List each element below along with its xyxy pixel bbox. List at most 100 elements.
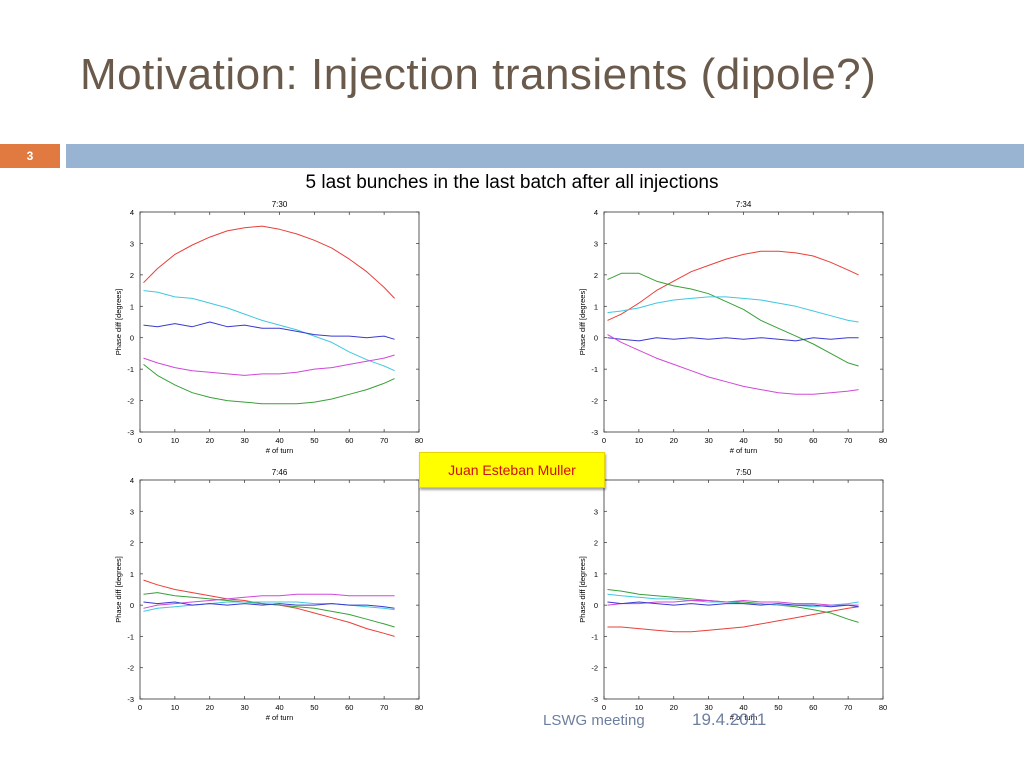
y-tick-label: 4 [130,476,134,485]
y-tick-label: 3 [594,239,598,248]
x-tick-label: 0 [138,703,142,712]
slide-subtitle: 5 last bunches in the last batch after a… [305,172,719,193]
y-tick-label: -1 [591,365,598,374]
x-tick-label: 10 [171,436,179,445]
x-tick-label: 50 [310,703,318,712]
x-axis-label: # of turn [266,713,294,722]
x-tick-label: 0 [138,436,142,445]
y-tick-label: 2 [594,271,598,280]
y-axis-label: Phase diff [degrees] [114,289,123,356]
y-tick-label: -2 [127,664,134,673]
x-tick-label: 60 [809,436,817,445]
y-tick-label: 1 [594,302,598,311]
x-tick-label: 10 [635,703,643,712]
x-tick-label: 80 [415,436,423,445]
plot-area [603,211,884,433]
y-tick-label: -3 [591,695,598,704]
x-tick-label: 20 [670,436,678,445]
x-tick-label: 70 [380,703,388,712]
footer-meeting: LSWG meeting [543,712,645,729]
series-line-3 [143,321,395,340]
series-line-5 [143,364,395,405]
y-tick-label: 3 [594,507,598,516]
chart-2: 0 10 20 30 40 50 60 70 80 -3 -2 -1 0 1 2 3 4 7:34 # of tur… [578,200,887,455]
series-line-2 [607,589,859,623]
x-tick-label: 60 [345,436,353,445]
y-tick-label: -2 [591,664,598,673]
x-tick-label: 50 [774,703,782,712]
footer-date: 19.4.2011 [692,710,767,729]
series-line-2 [607,272,859,367]
x-axis-label: # of turn [730,446,758,455]
x-tick-label: 40 [275,436,283,445]
series-line-5 [607,334,859,395]
y-tick-label: 1 [594,570,598,579]
chart-3: 0 10 20 30 40 50 60 70 80 -3 -2 -1 0 1 2 3 4 7:46 # of tur… [114,468,423,722]
x-tick-label: 40 [739,436,747,445]
x-tick-label: 0 [602,703,606,712]
series-line-3 [607,296,859,323]
y-tick-label: -1 [591,632,598,641]
x-tick-label: 80 [415,703,423,712]
plot-area [139,479,420,700]
x-tick-label: 10 [171,703,179,712]
y-tick-label: -3 [127,428,134,437]
x-tick-label: 50 [774,436,782,445]
x-tick-label: 70 [844,436,852,445]
x-tick-label: 30 [704,436,712,445]
slide-title: Motivation: Injection transients (dipole… [80,50,877,99]
x-tick-label: 80 [879,436,887,445]
x-tick-label: 30 [704,703,712,712]
x-tick-label: 10 [635,436,643,445]
slide-number: 3 [0,144,60,168]
series-line-4 [143,354,395,376]
y-tick-label: -2 [591,397,598,406]
chart-title: 7:30 [272,200,288,209]
chart-title: 7:50 [736,468,752,477]
series-line-4 [143,601,395,612]
x-tick-label: 40 [739,703,747,712]
chart-title: 7:46 [272,468,288,477]
x-tick-label: 60 [345,703,353,712]
x-tick-label: 0 [602,436,606,445]
y-axis-label: Phase diff [degrees] [114,556,123,623]
x-axis-label: # of turn [730,713,758,722]
series-line-1 [607,250,859,321]
x-tick-label: 30 [240,703,248,712]
y-tick-label: 2 [130,539,134,548]
plot-area [139,211,420,433]
y-tick-label: 0 [130,601,134,610]
y-tick-label: 3 [130,507,134,516]
y-tick-label: -2 [127,397,134,406]
x-tick-label: 30 [240,436,248,445]
y-tick-label: 0 [130,334,134,343]
y-axis-label: Phase diff [degrees] [578,289,587,356]
y-tick-label: 4 [130,208,134,217]
y-tick-label: 0 [594,601,598,610]
x-tick-label: 20 [206,703,214,712]
y-tick-label: 1 [130,570,134,579]
chart-1: 0 10 20 30 40 50 60 70 80 -3 -2 -1 0 1 2 3 4 7:30 # of tur… [114,200,423,455]
x-tick-label: 40 [275,703,283,712]
series-line-4 [607,337,859,342]
series-line-3 [143,593,395,609]
y-tick-label: 0 [594,334,598,343]
x-axis-label: # of turn [266,446,294,455]
y-tick-label: -1 [127,365,134,374]
title-divider-band [66,144,1024,168]
y-tick-label: -3 [127,695,134,704]
x-tick-label: 70 [380,436,388,445]
author-label: Juan Esteban Muller [419,452,605,488]
series-line-1 [143,225,395,299]
x-tick-label: 50 [310,436,318,445]
x-tick-label: 70 [844,703,852,712]
x-tick-label: 60 [809,703,817,712]
y-tick-label: 2 [130,271,134,280]
plot-area [603,479,884,700]
y-tick-label: 3 [130,239,134,248]
y-axis-label: Phase diff [degrees] [578,556,587,623]
x-tick-label: 80 [879,703,887,712]
series-line-1 [607,606,859,633]
